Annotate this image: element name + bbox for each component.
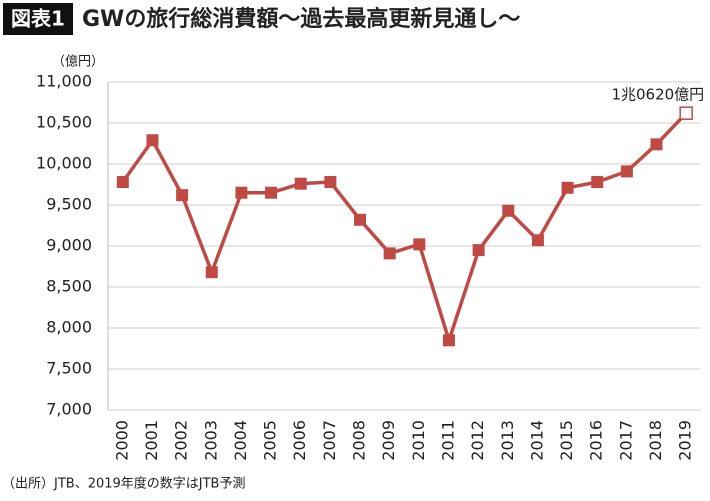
x-tick-label: 2011 (438, 420, 457, 461)
line (121, 111, 688, 343)
annotation: 1兆0620億円 (611, 86, 704, 104)
y-tick-label: 8,000 (46, 318, 92, 337)
x-tick-label: 2018 (646, 420, 665, 461)
x-tick-label: 2013 (498, 420, 517, 461)
badge-bg (3, 3, 73, 35)
x-tick-label: 2014 (527, 420, 546, 461)
x-tick-label: 2017 (616, 420, 635, 461)
marker (650, 138, 663, 151)
x-tick-label: 2008 (350, 420, 369, 461)
x-tick-label: 2005 (261, 420, 280, 461)
x-tick-label: 2006 (290, 420, 309, 461)
x-tick-label: 2001 (142, 420, 161, 461)
y-tick-label: 11,000 (36, 72, 92, 91)
marker (294, 177, 307, 190)
x-tick-label: 2000 (112, 420, 131, 461)
marker (146, 134, 159, 147)
x-tick-label: 2012 (468, 420, 487, 461)
y-tick-label: 9,500 (46, 195, 92, 214)
x-tick-label: 2019 (676, 420, 695, 461)
y-tick-label: 9,000 (46, 236, 92, 255)
figure-label: 図表1 (11, 7, 65, 31)
x-tick-label: 2010 (409, 420, 428, 461)
marker (561, 181, 574, 194)
x-tick-label: 2007 (320, 420, 339, 461)
marker (176, 189, 189, 202)
chart-title: GWの旅行総消費額〜過去最高更新見通し〜 (82, 6, 520, 32)
marker (383, 247, 396, 260)
y-tick-label: 8,500 (46, 277, 92, 296)
y-tick-label: 10,500 (36, 113, 92, 132)
y-tick-label: 7,500 (46, 359, 92, 378)
marker (620, 165, 633, 178)
x-tick-label: 2004 (231, 420, 250, 461)
marker (324, 176, 337, 189)
source: （出所）JTB、2019年度の数字はJTB予測 (2, 476, 245, 492)
marker (235, 186, 248, 199)
marker (413, 238, 426, 251)
y-tick-label: 10,000 (36, 154, 92, 173)
marker (116, 176, 129, 189)
x-tick-label: 2002 (172, 420, 191, 461)
marker (354, 213, 367, 226)
x-tick-label: 2016 (587, 420, 606, 461)
marker (265, 186, 278, 199)
marker (442, 334, 455, 347)
x-tick-label: 2003 (201, 420, 220, 461)
marker (591, 176, 604, 189)
marker (679, 106, 693, 120)
y-unit: （億円） (52, 54, 104, 70)
marker (531, 234, 544, 247)
marker (502, 204, 515, 217)
x-tick-label: 2015 (557, 420, 576, 461)
x-tick-label: 2009 (379, 420, 398, 461)
marker (205, 266, 218, 279)
marker (472, 244, 485, 257)
y-tick-label: 7,000 (46, 400, 92, 419)
